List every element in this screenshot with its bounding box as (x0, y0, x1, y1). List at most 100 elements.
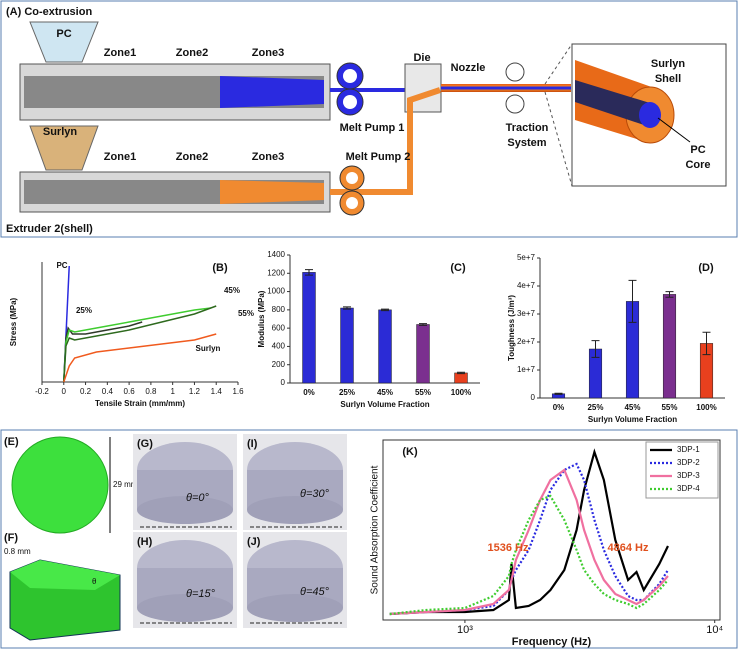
dimension-label: 0.8 mm (4, 547, 31, 556)
bar (378, 309, 392, 384)
panel-label: (E) (4, 436, 19, 448)
core-label: Core (685, 159, 710, 171)
traction-label: Traction (506, 122, 549, 134)
series-label: 25% (76, 306, 92, 315)
x-axis-label: Tensile Strain (mm/mm) (95, 399, 185, 408)
angle-label: θ=0° (186, 492, 210, 504)
pump-label: Melt Pump 2 (346, 151, 411, 163)
core-label: PC (690, 144, 705, 156)
panel-label: (G) (137, 438, 153, 450)
hopper-surlyn-label: Surlyn (43, 126, 78, 138)
dimension-label: 29 mm (113, 480, 138, 489)
angle-label: θ=45° (300, 586, 330, 598)
y-tick-label: 3e+7 (517, 309, 536, 318)
series-line (63, 307, 211, 383)
zone-label: Zone3 (252, 151, 284, 163)
x-tick-label: 0.8 (145, 387, 157, 396)
y-axis-label: Stress (MPa) (9, 297, 18, 346)
extruder-2-label: Extruder 2(shell) (6, 223, 93, 235)
x-tick-label: -0.2 (35, 387, 49, 396)
x-tick-label: 10⁴ (706, 624, 723, 636)
x-tick-label: 1 (170, 387, 175, 396)
surlyn-flow (330, 87, 441, 195)
legend-label: 3DP-4 (677, 484, 700, 493)
y-tick-label: 1e+7 (517, 365, 536, 374)
hopper-pc-label: PC (56, 28, 71, 40)
series-line (389, 462, 669, 616)
angle-label: θ (92, 577, 97, 586)
y-tick-label: 1200 (267, 268, 285, 277)
pointer (657, 117, 691, 143)
legend-frame (645, 441, 719, 499)
bar (416, 324, 430, 384)
error-bar (554, 392, 563, 395)
angle-label: θ=15° (186, 588, 216, 600)
annotation: 4864 Hz (608, 542, 649, 554)
y-tick-label: 1000 (267, 287, 285, 296)
panel-label: (J) (247, 536, 261, 548)
zoom-line (544, 43, 573, 85)
photo-i (243, 434, 347, 530)
y-tick-label: 400 (272, 342, 286, 351)
y-axis-label: Sound Absorption Coefficient (370, 465, 381, 594)
bar (340, 307, 354, 384)
x-tick-label: 1.2 (189, 387, 201, 396)
fiber-core (441, 86, 571, 90)
x-axis-label: Frequency (Hz) (512, 636, 592, 648)
error-bar (305, 269, 313, 276)
x-tick-label: 0 (62, 387, 67, 396)
section-top (10, 560, 120, 590)
x-tick-label: 25% (339, 388, 355, 397)
core-body (575, 80, 650, 127)
hopper-pc (29, 21, 99, 63)
bar (662, 294, 677, 399)
hopper-surlyn (29, 125, 99, 171)
x-tick-label: 1.6 (232, 387, 244, 396)
series-line (63, 333, 217, 383)
x-tick-label: 0.2 (80, 387, 92, 396)
series-line (63, 321, 143, 383)
panel-label: (H) (137, 536, 153, 548)
zoom-line (544, 91, 573, 187)
y-tick-label: 4e+7 (517, 281, 536, 290)
x-tick-label: 55% (415, 388, 431, 397)
error-bar (419, 323, 427, 326)
zone-label: Zone1 (104, 151, 136, 163)
panel-label: (B) (212, 262, 228, 274)
y-tick-label: 1400 (267, 250, 285, 259)
photo-g (133, 434, 237, 530)
traction-roller (505, 62, 525, 82)
error-bar (381, 308, 389, 312)
nozzle-label: Nozzle (451, 62, 486, 74)
x-tick-label: 0% (303, 388, 315, 397)
zone-label: Zone2 (176, 151, 208, 163)
error-bar (628, 279, 637, 323)
series-line (63, 305, 217, 383)
angle-label: θ=30° (300, 488, 330, 500)
bar (302, 272, 316, 384)
y-tick-label: 200 (272, 360, 286, 369)
series-label: 55% (238, 309, 254, 318)
annotation: 1536 Hz (488, 542, 529, 554)
y-tick-label: 0 (281, 378, 286, 387)
panel-a-title: (A) Co-extrusion (6, 6, 92, 18)
photo-j (243, 532, 347, 628)
legend-label: 3DP-3 (677, 471, 700, 480)
gear-hub (343, 69, 357, 83)
error-bar (343, 306, 351, 310)
x-axis-label: Surlyn Volume Fraction (340, 400, 429, 409)
legend-label: 3DP-2 (677, 458, 700, 467)
y-tick-label: 800 (272, 305, 286, 314)
gear-hub (346, 172, 358, 184)
error-bar (665, 291, 674, 298)
error-bar (702, 331, 711, 356)
x-tick-label: 55% (661, 403, 677, 412)
gear-hub (346, 197, 358, 209)
shell-label: Surlyn (651, 58, 686, 70)
series-line (389, 448, 669, 616)
error-bar (457, 371, 465, 375)
panel-label: (C) (450, 262, 466, 274)
gear-hub (343, 95, 357, 109)
x-tick-label: 100% (451, 388, 471, 397)
